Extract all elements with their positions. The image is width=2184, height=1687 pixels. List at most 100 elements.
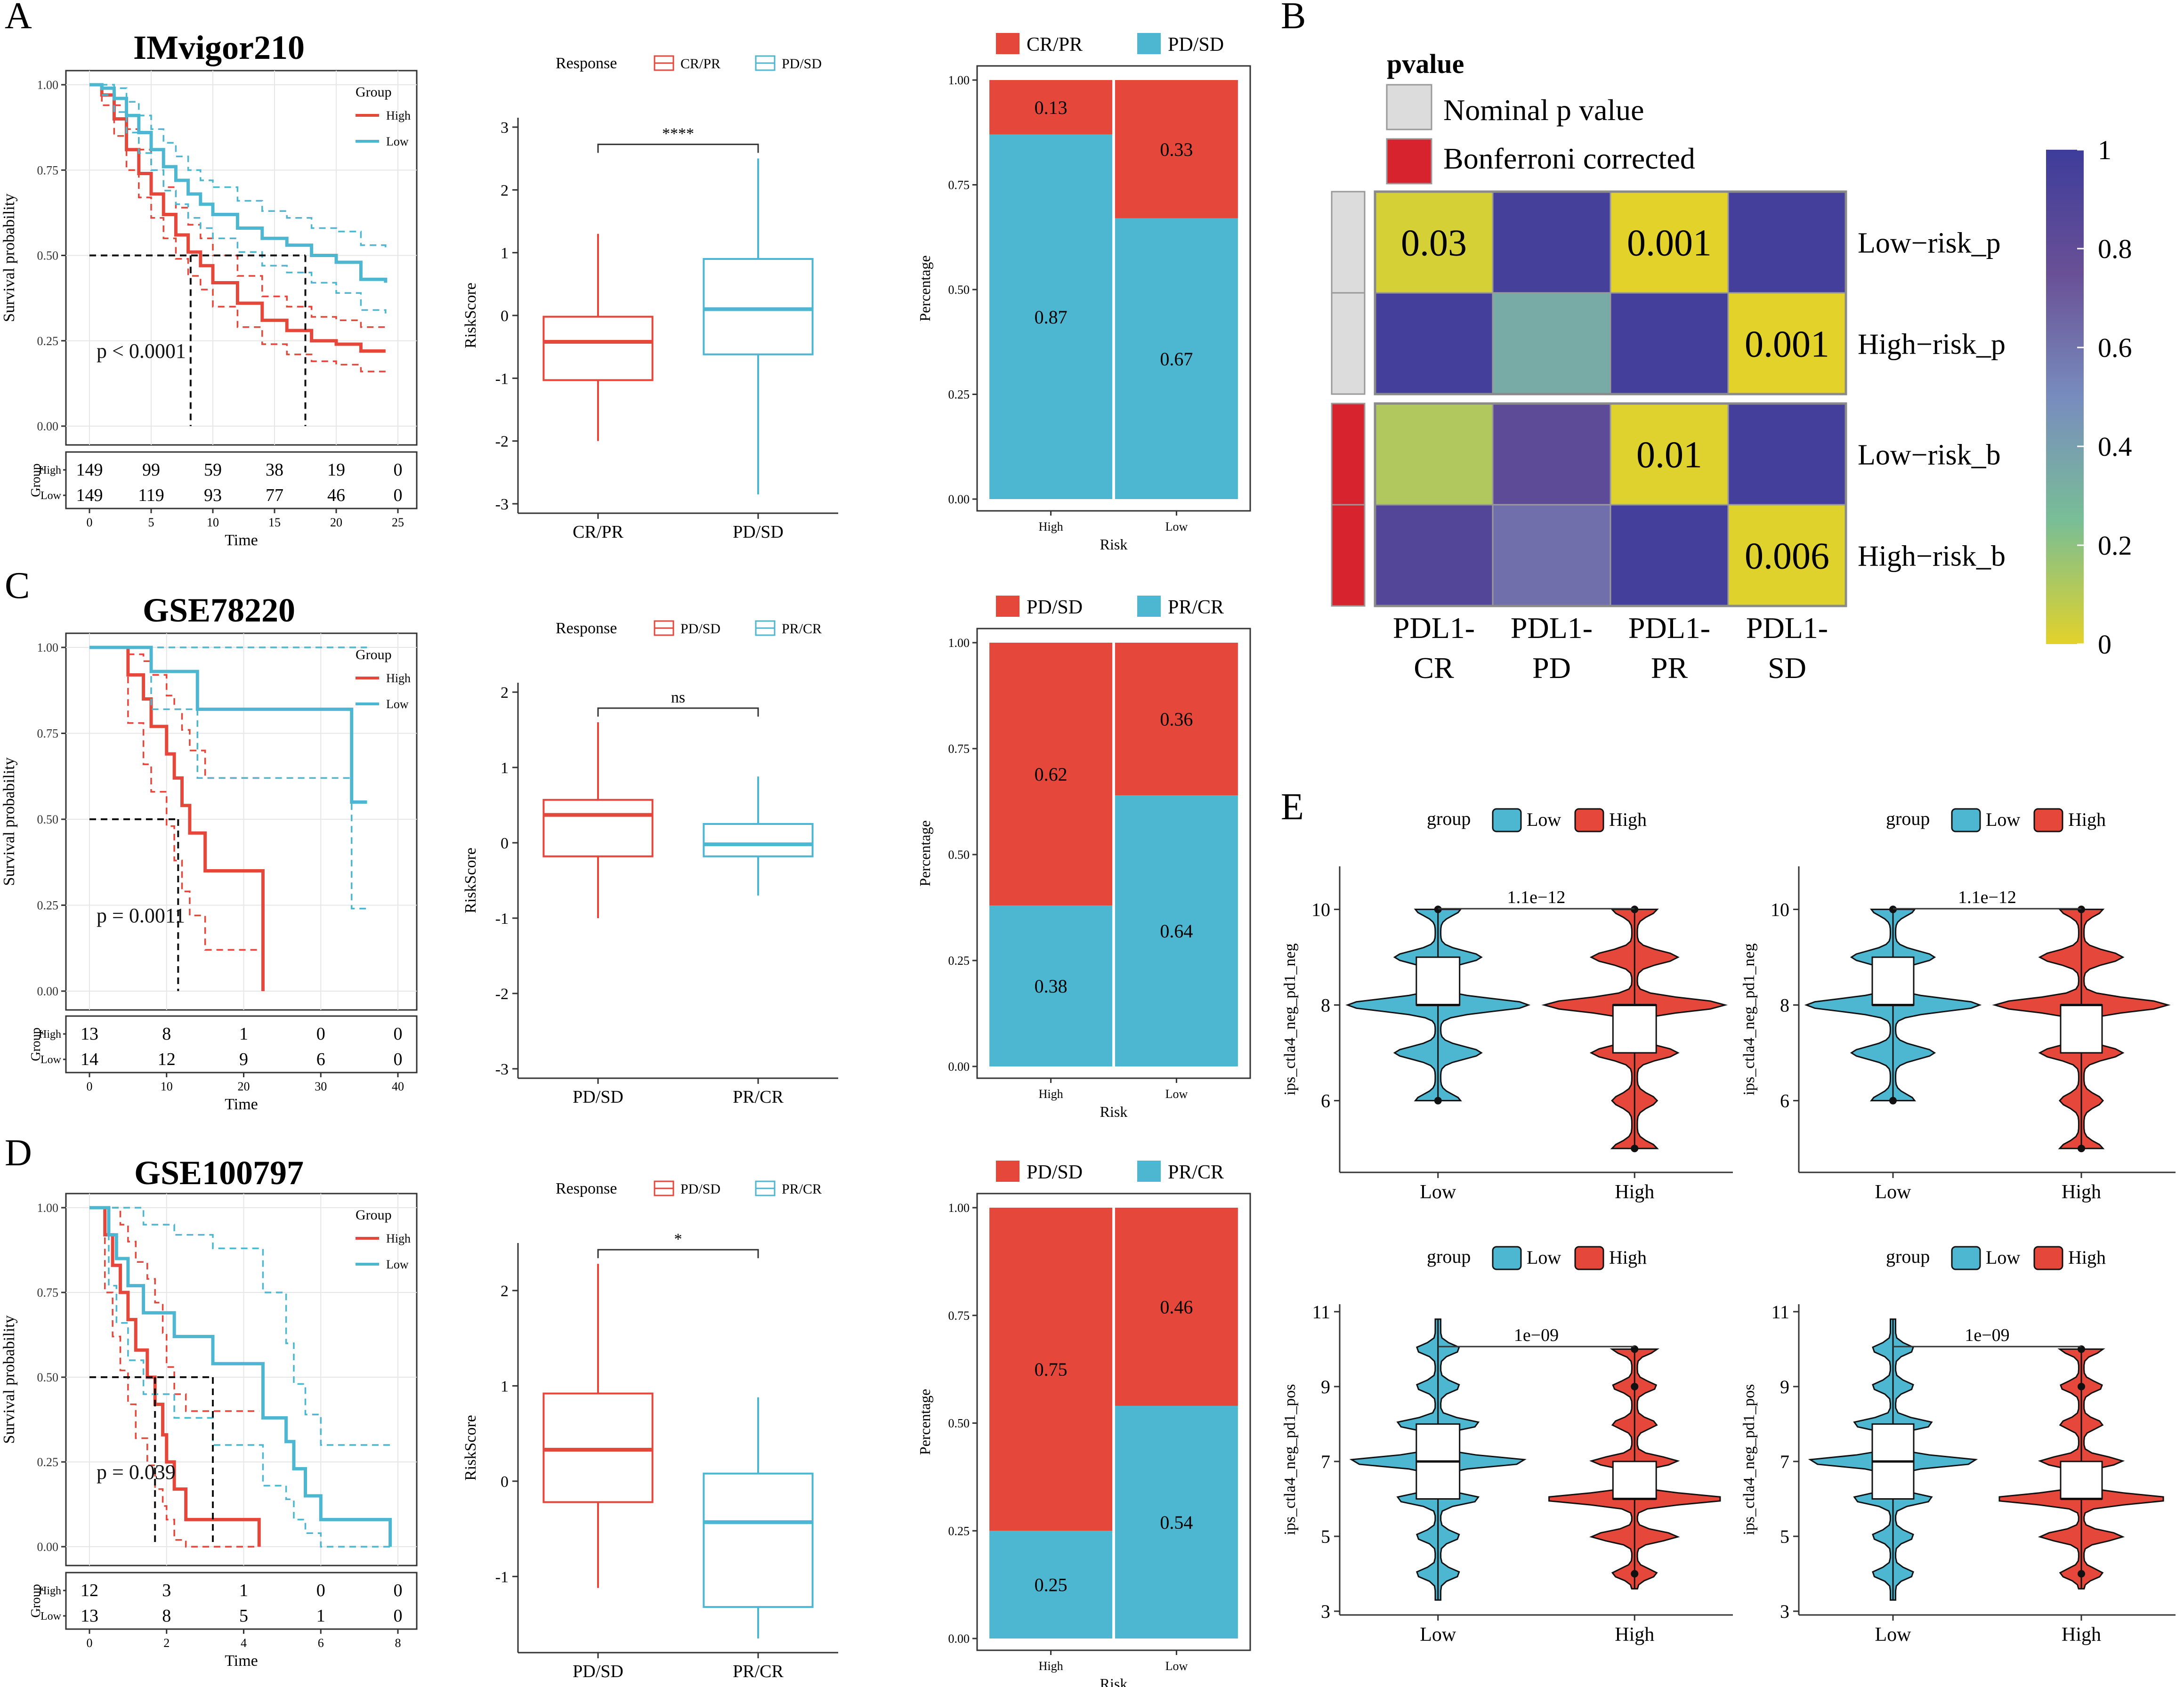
E1-ytick-label: 6 <box>1321 1090 1330 1112</box>
C_box-signif-bracket <box>597 707 759 717</box>
C_km-xtick-label: 0 <box>87 1080 93 1093</box>
panel-letter-c: C <box>5 565 30 606</box>
E2-ytick-label: 8 <box>1780 995 1789 1016</box>
panel-title-a: IMvigor210 <box>133 29 305 66</box>
C_km-ylabel: Survival probability <box>0 758 18 886</box>
A_km-xtick-label: 5 <box>148 516 154 529</box>
C_km-ytick-label: 0.00 <box>37 985 59 998</box>
panel-title-c: GSE78220 <box>143 591 295 629</box>
C_km-risk-cell: 0 <box>394 1049 403 1069</box>
B_heat-legend-label-bonferroni: Bonferroni corrected <box>1443 142 1695 175</box>
B_heat-cell <box>1727 292 1847 395</box>
C_bar-bar-bottom-low <box>1115 795 1238 1066</box>
D_bar-legend-key-1 <box>1137 1161 1161 1182</box>
E4-ytick-label: 3 <box>1780 1601 1789 1622</box>
A_km-risk-cell: 38 <box>266 460 283 480</box>
E1-outlier <box>1434 1097 1442 1105</box>
A_bar-label-bottom: 0.87 <box>1035 307 1068 328</box>
C_km-ytick-label: 1.00 <box>37 641 59 654</box>
A_bar-bar-top-high <box>989 80 1113 135</box>
C_box-ylabel: RiskScore <box>462 848 479 913</box>
C_bar-xtick-label: Low <box>1165 1087 1188 1101</box>
D_km-legend-title: Group <box>356 1207 392 1223</box>
D_km-ytick-label: 0.25 <box>37 1455 59 1469</box>
C_km-legend-title: Group <box>356 647 392 662</box>
D_km-risk-cell: 0 <box>394 1581 403 1600</box>
B_heat-legend-title: pvalue <box>1387 48 1464 79</box>
C_km-xtick-label: 30 <box>315 1080 327 1093</box>
D_bar-bar-bottom-high <box>989 1531 1113 1639</box>
D_km-risk-cell: 12 <box>81 1581 98 1600</box>
C_km-curve-high <box>89 646 265 991</box>
C_km-curve-low <box>89 646 367 804</box>
B_heat-legend-key-bonferroni <box>1386 138 1432 185</box>
C_bar-ylabel: Percentage <box>916 820 933 886</box>
E3-box-1 <box>1612 1461 1657 1500</box>
C_km-ytick-label: 0.50 <box>37 813 59 826</box>
C_km-risk-cell: 14 <box>81 1049 98 1069</box>
C_bar-label-top: 0.36 <box>1160 709 1193 730</box>
B_heat-legend-label-nominal: Nominal p value <box>1443 93 1644 127</box>
E3-legend-title: group <box>1427 1246 1471 1267</box>
B_heat-colorbar-label: 0.4 <box>2098 431 2132 462</box>
B_heat-row-label: High−risk_b <box>1858 541 2006 573</box>
D_km-risk-cell: 8 <box>162 1606 171 1626</box>
D_bar-bar-top-high <box>989 1208 1113 1531</box>
B_heat-col-label-line2: SD <box>1768 651 1806 685</box>
B_heat-cell <box>1374 292 1494 395</box>
B_heat-row-label: Low−risk_p <box>1858 227 2001 259</box>
C_km-xtick-label: 40 <box>392 1080 404 1093</box>
A_km-risk-table-border <box>65 451 418 509</box>
E3-pvalue: 1e−09 <box>1514 1325 1559 1345</box>
A_bar-bar-chart: 0.00 0.25 0.50 0.75 1.00 Percentage 0.13 0.87 Hi… <box>916 33 1251 553</box>
panel-letter-b: B <box>1281 0 1306 37</box>
E4-legend-label: High <box>2068 1247 2106 1268</box>
E4-legend-label: Low <box>1986 1247 2020 1268</box>
D_km-legend-label-low: Low <box>386 1258 409 1271</box>
D_km-km-chart: 0.00 0.25 0.50 0.75 1.00 Survival probability… <box>0 1193 418 1670</box>
C_km-risk-row-label: Low <box>40 1054 62 1066</box>
E4-xtick-label: High <box>2062 1624 2101 1646</box>
E2-pvalue: 1.1e−12 <box>1958 888 2016 907</box>
C_box-ytick-label: -3 <box>495 1061 509 1078</box>
D_km-risk-row-label: High <box>39 1585 61 1597</box>
C_bar-xlabel: Risk <box>1100 1103 1128 1120</box>
B_heat-row-label: Low−risk_b <box>1858 439 2001 471</box>
E3-legend-key <box>1574 1246 1604 1270</box>
C_km-risk-cell: 12 <box>158 1049 176 1069</box>
C_box-ytick-label: -2 <box>495 985 509 1003</box>
E2-legend-key <box>2033 808 2063 832</box>
B_heat-colorbar-label: 0.2 <box>2098 530 2132 561</box>
D_bar-label-bottom: 0.54 <box>1160 1512 1193 1533</box>
panel-letter-e: E <box>1281 786 1304 828</box>
A_km-ylabel: Survival probability <box>0 194 18 322</box>
D_box-legend-label: PD/SD <box>680 1181 720 1197</box>
A_bar-ytick-label: 1.00 <box>948 73 970 87</box>
E2-ylabel: ips_ctla4_neg_pd1_neg <box>1740 944 1758 1096</box>
D_km-ci-upper-high <box>89 1207 259 1412</box>
C_km-ci-upper-high <box>89 646 263 779</box>
A_km-pvalue: p < 0.0001 <box>97 339 186 363</box>
A_bar-legend-key-0 <box>996 33 1019 54</box>
B_heat-col-label-line1: PDL1- <box>1393 611 1475 645</box>
C_km-risk-table-border <box>65 1015 418 1074</box>
C_bar-ytick-label: 1.00 <box>948 636 970 650</box>
C_box-box-chart: -3 -2 -1 0 1 2 RiskScore PD/SD PR/CR ns Response PD… <box>462 620 838 1107</box>
A_km-ci-lower-high <box>89 84 386 372</box>
D_box-ylabel: RiskScore <box>462 1415 479 1481</box>
E1-box-0 <box>1416 956 1461 1006</box>
B_heat-legend-key-nominal <box>1386 84 1432 130</box>
C_km-risk-cell: 1 <box>239 1024 248 1044</box>
C_km-km-chart: 0.00 0.25 0.50 0.75 1.00 Survival probability… <box>0 632 418 1113</box>
C_km-pvalue: p = 0.0011 <box>97 904 185 927</box>
D_bar-xtick-label: High <box>1039 1659 1063 1673</box>
B_heat-cell <box>1492 504 1611 607</box>
E2-xtick-label: High <box>2062 1181 2101 1203</box>
B_heat-colorbar-label: 0.8 <box>2098 234 2132 264</box>
A_bar-legend-label: PD/SD <box>1168 34 1224 56</box>
C_bar-bar-top-low <box>1115 643 1238 795</box>
A_box-xtick-label: PD/SD <box>733 522 784 542</box>
A_box-ytick-label: 3 <box>501 119 509 137</box>
panel-letter-a: A <box>5 0 32 37</box>
A_km-risk-cell: 149 <box>76 485 103 505</box>
